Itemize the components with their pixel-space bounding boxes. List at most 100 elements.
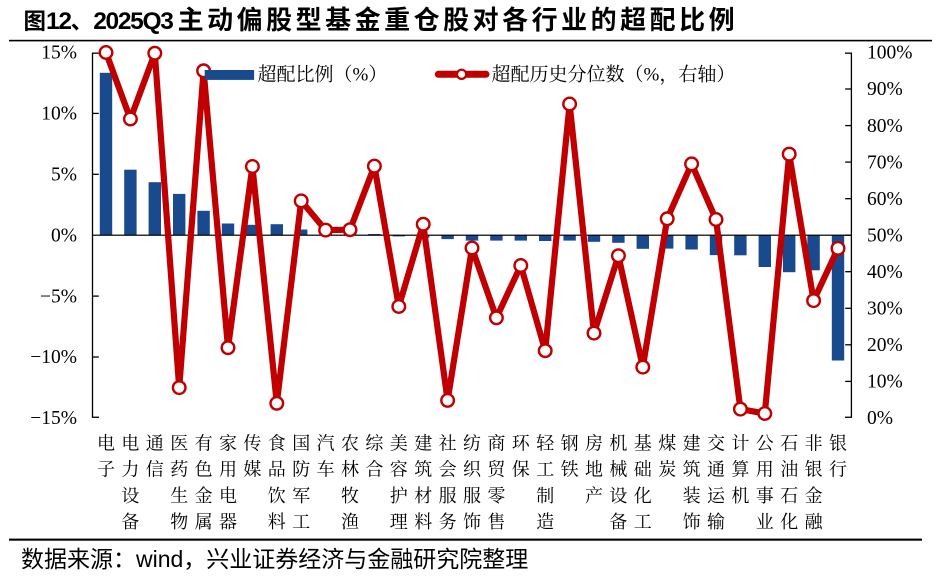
svg-text:贸: 贸 — [487, 460, 506, 480]
svg-text:器: 器 — [219, 512, 237, 532]
svg-text:银: 银 — [805, 460, 823, 480]
svg-text:用: 用 — [219, 460, 237, 480]
svg-text:药: 药 — [170, 460, 188, 480]
svg-text:设: 设 — [121, 486, 139, 506]
svg-text:地: 地 — [585, 460, 603, 480]
svg-text:轻: 轻 — [536, 434, 555, 454]
svg-text:5%: 5% — [51, 165, 77, 186]
svg-text:零: 零 — [487, 486, 505, 506]
svg-text:工: 工 — [536, 460, 554, 480]
svg-text:渔: 渔 — [341, 512, 359, 532]
svg-text:产: 产 — [585, 486, 603, 506]
svg-text:30%: 30% — [867, 299, 903, 320]
svg-text:房: 房 — [585, 434, 603, 454]
svg-text:70%: 70% — [867, 152, 903, 173]
svg-text:10%: 10% — [41, 104, 77, 125]
svg-text:运: 运 — [707, 486, 726, 506]
svg-text:汽: 汽 — [317, 434, 335, 454]
svg-text:−10%: −10% — [30, 347, 77, 368]
svg-text:10%: 10% — [867, 372, 903, 393]
svg-text:纺: 纺 — [463, 434, 481, 454]
svg-text:数据来源：wind，兴业证券经济与金融研究院整理: 数据来源：wind，兴业证券经济与金融研究院整理 — [21, 546, 528, 572]
svg-text:通: 通 — [707, 460, 725, 480]
svg-text:非: 非 — [805, 434, 823, 454]
svg-text:料: 料 — [268, 512, 286, 532]
svg-text:行: 行 — [829, 460, 847, 480]
svg-text:0%: 0% — [51, 225, 77, 246]
svg-text:林: 林 — [341, 460, 359, 480]
svg-text:备: 备 — [609, 512, 627, 532]
svg-text:物: 物 — [170, 512, 188, 532]
svg-text:容: 容 — [390, 460, 408, 480]
svg-text:传: 传 — [243, 434, 261, 454]
svg-text:算: 算 — [731, 460, 749, 480]
svg-text:筑: 筑 — [683, 460, 701, 480]
svg-text:电: 电 — [121, 434, 139, 454]
svg-text:石: 石 — [780, 486, 798, 506]
svg-text:融: 融 — [805, 512, 824, 532]
svg-text:织: 织 — [463, 460, 482, 480]
svg-text:通: 通 — [146, 434, 164, 454]
svg-text:国: 国 — [292, 434, 310, 454]
svg-text:电: 电 — [97, 434, 115, 454]
svg-text:商: 商 — [487, 434, 505, 454]
svg-text:生: 生 — [170, 486, 188, 506]
svg-text:钢: 钢 — [561, 434, 579, 454]
svg-text:0%: 0% — [867, 408, 893, 429]
svg-text:电: 电 — [219, 486, 237, 506]
svg-text:制: 制 — [536, 486, 554, 506]
svg-text:农: 农 — [341, 434, 359, 454]
svg-text:15%: 15% — [41, 43, 77, 64]
svg-text:保: 保 — [512, 460, 530, 480]
svg-text:军: 军 — [292, 486, 310, 506]
svg-text:用: 用 — [756, 460, 774, 480]
svg-text:基: 基 — [634, 434, 652, 454]
svg-text:理: 理 — [390, 512, 408, 532]
svg-text:服: 服 — [439, 486, 457, 506]
svg-text:有: 有 — [195, 434, 213, 454]
svg-text:金: 金 — [805, 486, 823, 506]
svg-text:防: 防 — [292, 460, 310, 480]
svg-text:社: 社 — [439, 434, 457, 454]
svg-text:备: 备 — [121, 512, 139, 532]
svg-text:会: 会 — [439, 460, 457, 480]
svg-text:环: 环 — [512, 434, 531, 454]
svg-text:售: 售 — [487, 512, 505, 532]
svg-text:设: 设 — [609, 486, 627, 506]
svg-text:−5%: −5% — [40, 286, 77, 307]
svg-text:饰: 饰 — [683, 512, 701, 532]
svg-text:公: 公 — [756, 434, 774, 454]
svg-text:服: 服 — [463, 486, 481, 506]
svg-text:综: 综 — [365, 434, 384, 454]
svg-text:计: 计 — [731, 434, 749, 454]
svg-text:护: 护 — [390, 486, 408, 506]
svg-text:事: 事 — [756, 486, 774, 506]
svg-text:美: 美 — [390, 434, 408, 454]
svg-text:工: 工 — [292, 512, 310, 532]
svg-text:械: 械 — [609, 460, 627, 480]
svg-text:子: 子 — [97, 460, 115, 480]
svg-text:属: 属 — [195, 512, 213, 532]
svg-text:金: 金 — [195, 486, 213, 506]
svg-text:输: 输 — [707, 512, 725, 532]
svg-text:银: 银 — [829, 434, 847, 454]
svg-text:色: 色 — [195, 460, 213, 480]
svg-text:力: 力 — [121, 460, 139, 480]
svg-text:务: 务 — [439, 512, 457, 532]
svg-text:医: 医 — [170, 434, 188, 454]
svg-text:100%: 100% — [867, 43, 913, 64]
svg-text:信: 信 — [146, 460, 164, 480]
svg-text:50%: 50% — [867, 225, 903, 246]
svg-text:铁: 铁 — [561, 460, 579, 480]
svg-text:60%: 60% — [867, 189, 903, 210]
svg-text:油: 油 — [780, 460, 798, 480]
svg-text:化: 化 — [634, 486, 652, 506]
svg-text:础: 础 — [634, 460, 652, 480]
svg-text:超配比例（%）: 超配比例（%） — [258, 64, 388, 86]
svg-text:品: 品 — [268, 460, 286, 480]
svg-text:40%: 40% — [867, 262, 903, 283]
svg-text:业: 业 — [756, 512, 774, 532]
svg-text:石: 石 — [780, 434, 798, 454]
svg-text:90%: 90% — [867, 79, 903, 100]
